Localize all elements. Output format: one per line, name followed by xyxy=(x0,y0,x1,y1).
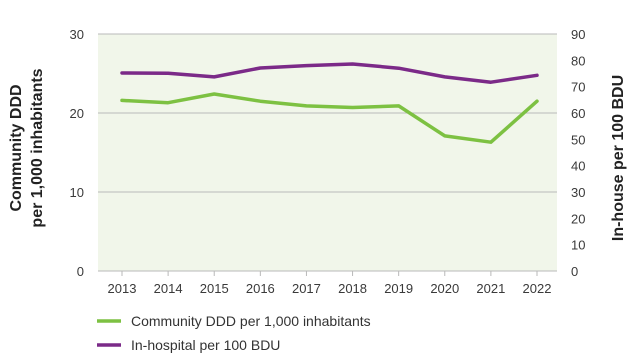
left-axis-title: Community DDD per 1,000 inhabitants xyxy=(8,68,46,227)
x-tick-label: 2019 xyxy=(384,281,413,296)
series-line-1 xyxy=(120,92,539,144)
x-tick-label: 2015 xyxy=(200,281,229,296)
right-tick-label: 20 xyxy=(571,211,585,226)
right-tick-label: 30 xyxy=(571,185,585,200)
x-tick-label: 2017 xyxy=(292,281,321,296)
right-tick-label: 80 xyxy=(571,53,585,68)
x-tick-label: 2018 xyxy=(338,281,367,296)
x-tick-label: 2021 xyxy=(476,281,505,296)
series-lines xyxy=(120,62,539,144)
x-tick-label: 2022 xyxy=(523,281,552,296)
left-tick-label: 0 xyxy=(77,264,84,279)
legend: Community DDD per 1,000 inhabitants In-ho… xyxy=(97,313,371,353)
right-tick-label: 90 xyxy=(571,27,585,42)
left-tick-label: 30 xyxy=(70,27,84,42)
right-tick-label: 70 xyxy=(571,80,585,95)
plot-background xyxy=(98,34,557,271)
right-tick-label: 10 xyxy=(571,238,585,253)
right-tick-label: 0 xyxy=(571,264,578,279)
left-tick-label: 10 xyxy=(70,185,84,200)
legend-label: Community DDD per 1,000 inhabitants xyxy=(131,313,371,329)
left-tick-label: 20 xyxy=(70,106,84,121)
x-tick-label: 2014 xyxy=(154,281,183,296)
legend-label: In-hospital per 100 BDU xyxy=(131,337,280,353)
left-axis-title-line: per 1,000 inhabitants xyxy=(29,68,46,227)
x-tick-label: 2013 xyxy=(108,281,137,296)
x-tick-label: 2020 xyxy=(430,281,459,296)
gridlines xyxy=(98,33,557,272)
axes: 0 10 20 30 0 10 20 30 40 50 60 70 80 90 2013 2014 2015 20… xyxy=(8,27,627,296)
right-axis-title: In-house per 100 BDU xyxy=(610,75,627,241)
right-tick-label: 40 xyxy=(571,159,585,174)
series-line-2 xyxy=(120,62,539,84)
right-tick-label: 60 xyxy=(571,106,585,121)
right-tick-label: 50 xyxy=(571,132,585,147)
x-tick-label: 2016 xyxy=(246,281,275,296)
left-axis-title-line: Community DDD xyxy=(8,84,25,211)
